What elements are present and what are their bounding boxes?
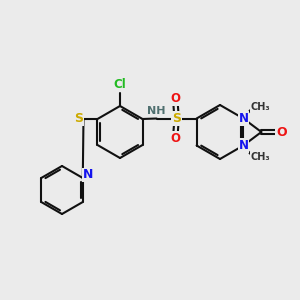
Text: N: N — [82, 169, 93, 182]
Text: S: S — [172, 112, 181, 125]
Text: O: O — [171, 92, 181, 105]
Text: N: N — [238, 139, 248, 152]
Text: Cl: Cl — [114, 79, 126, 92]
Text: S: S — [74, 112, 83, 125]
Text: O: O — [171, 132, 181, 145]
Text: CH₃: CH₃ — [250, 101, 270, 112]
Text: N: N — [238, 112, 248, 125]
Text: CH₃: CH₃ — [250, 152, 270, 163]
Text: O: O — [276, 125, 287, 139]
Text: NH: NH — [147, 106, 166, 116]
